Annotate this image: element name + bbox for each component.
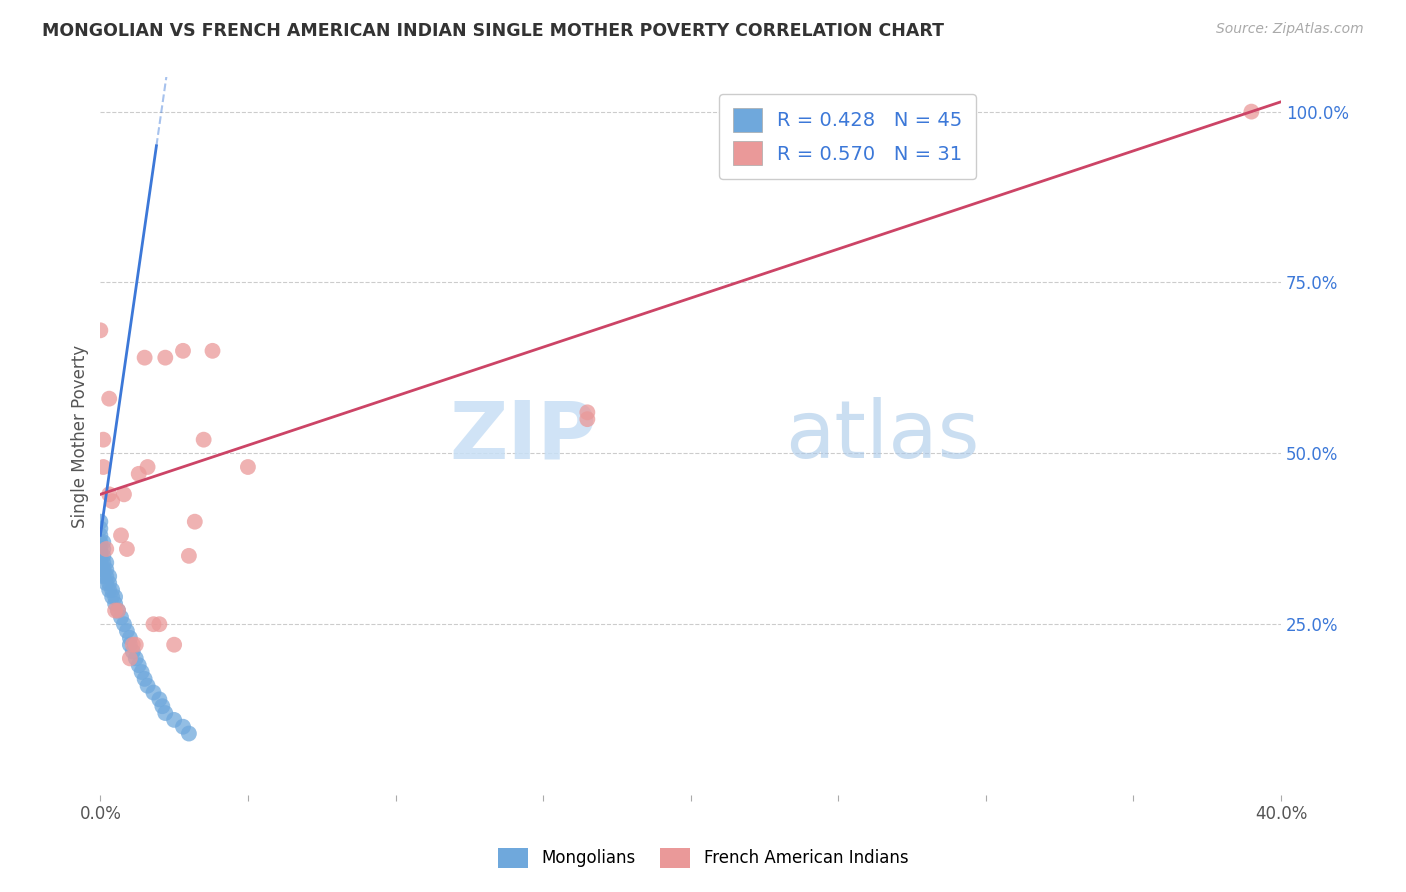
Point	[163, 638, 186, 652]
Point	[98, 392, 121, 406]
Point	[155, 351, 177, 365]
Text: Source: ZipAtlas.com: Source: ZipAtlas.com	[1216, 22, 1364, 37]
Point	[107, 603, 129, 617]
Point	[172, 343, 194, 358]
Point	[177, 549, 200, 563]
Point	[98, 569, 121, 583]
Point	[91, 549, 114, 563]
Point	[142, 685, 165, 699]
Point	[89, 323, 111, 337]
Point	[236, 460, 259, 475]
Point	[150, 699, 173, 714]
Point	[118, 651, 141, 665]
Point	[98, 487, 121, 501]
Point	[98, 576, 121, 591]
Point	[110, 528, 132, 542]
Point	[118, 631, 141, 645]
Point	[89, 562, 111, 576]
Point	[101, 590, 124, 604]
Point	[96, 556, 118, 570]
Point	[104, 597, 127, 611]
Point	[121, 644, 143, 658]
Point	[89, 528, 111, 542]
Point	[142, 617, 165, 632]
Point	[91, 535, 114, 549]
Point	[125, 638, 148, 652]
Point	[96, 562, 118, 576]
Point	[136, 460, 159, 475]
Legend: R = 0.428   N = 45, R = 0.570   N = 31: R = 0.428 N = 45, R = 0.570 N = 31	[718, 95, 976, 178]
Point	[1240, 104, 1263, 119]
Point	[96, 576, 118, 591]
Point	[89, 556, 111, 570]
Point	[107, 603, 129, 617]
Point	[96, 541, 118, 556]
Point	[104, 603, 127, 617]
Point	[193, 433, 215, 447]
Point	[91, 569, 114, 583]
Point	[89, 541, 111, 556]
Point	[201, 343, 224, 358]
Point	[112, 617, 135, 632]
Text: atlas: atlas	[785, 397, 980, 475]
Point	[104, 590, 127, 604]
Legend: Mongolians, French American Indians: Mongolians, French American Indians	[491, 841, 915, 875]
Point	[134, 351, 156, 365]
Point	[136, 679, 159, 693]
Point	[101, 582, 124, 597]
Point	[184, 515, 207, 529]
Point	[89, 535, 111, 549]
Point	[89, 515, 111, 529]
Point	[172, 720, 194, 734]
Point	[91, 556, 114, 570]
Point	[91, 541, 114, 556]
Point	[91, 433, 114, 447]
Point	[148, 692, 170, 706]
Point	[576, 412, 599, 426]
Point	[101, 494, 124, 508]
Point	[98, 582, 121, 597]
Point	[89, 522, 111, 536]
Point	[576, 405, 599, 419]
Point	[125, 651, 148, 665]
Y-axis label: Single Mother Poverty: Single Mother Poverty	[72, 344, 89, 528]
Point	[91, 460, 114, 475]
Point	[96, 569, 118, 583]
Point	[128, 467, 150, 481]
Text: ZIP: ZIP	[449, 397, 596, 475]
Point	[115, 541, 138, 556]
Point	[163, 713, 186, 727]
Point	[115, 624, 138, 638]
Point	[177, 726, 200, 740]
Text: MONGOLIAN VS FRENCH AMERICAN INDIAN SINGLE MOTHER POVERTY CORRELATION CHART: MONGOLIAN VS FRENCH AMERICAN INDIAN SING…	[42, 22, 945, 40]
Point	[118, 638, 141, 652]
Point	[131, 665, 153, 679]
Point	[91, 562, 114, 576]
Point	[148, 617, 170, 632]
Point	[89, 545, 111, 559]
Point	[128, 658, 150, 673]
Point	[110, 610, 132, 624]
Point	[89, 549, 111, 563]
Point	[134, 672, 156, 686]
Point	[155, 706, 177, 720]
Point	[112, 487, 135, 501]
Point	[121, 638, 143, 652]
